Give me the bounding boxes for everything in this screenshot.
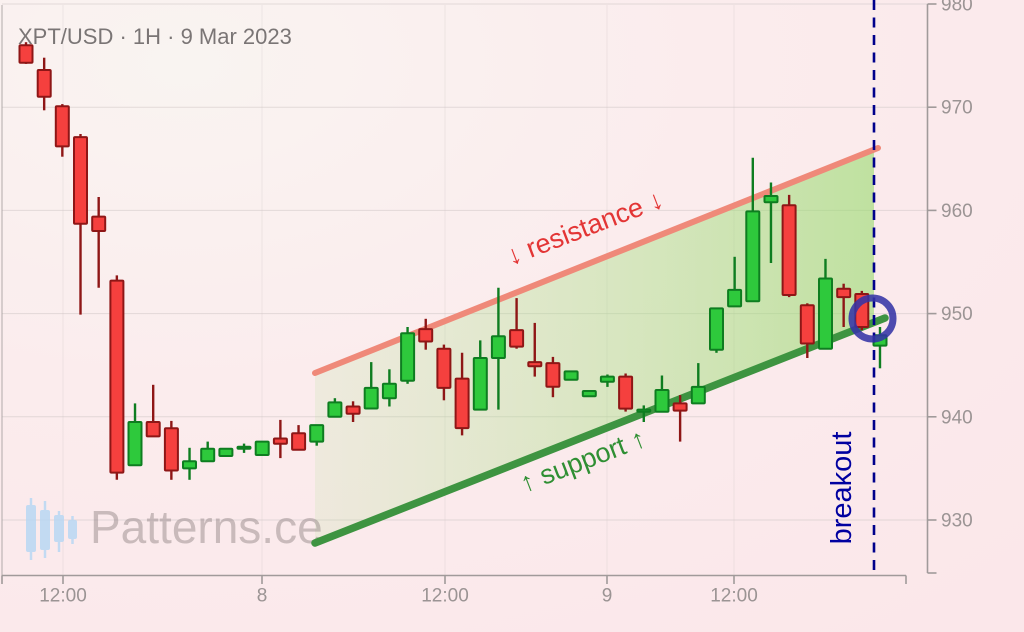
candle-up	[654, 375, 670, 413]
candle-up	[127, 403, 143, 467]
y-axis-label: 930	[941, 511, 973, 532]
y-axis-label: 960	[941, 201, 973, 222]
chart-title: XPT/USD · 1H · 9 Mar 2023	[18, 24, 292, 49]
candle-up	[182, 447, 197, 480]
x-axis-label: 12:00	[710, 586, 758, 607]
candle-up	[218, 447, 234, 457]
candle-down	[509, 298, 525, 349]
candle-up	[363, 362, 379, 410]
breakout-label: breakout	[826, 432, 858, 545]
candle-down	[799, 303, 815, 358]
axes	[1, 3, 937, 584]
candle-up	[236, 443, 252, 453]
watermark: Patterns.ce	[26, 498, 323, 560]
axis-labels: 980 970 960 950 940 930 12:00 8 12:00 9 12:00	[39, 0, 972, 607]
x-axis-label: 9	[602, 586, 613, 607]
candle-down	[418, 318, 434, 350]
y-axis-label: 950	[941, 304, 973, 325]
candle-down	[73, 134, 88, 315]
candle-down	[163, 420, 179, 480]
candle-down	[145, 384, 161, 438]
candle-up	[254, 440, 270, 457]
candle-up	[636, 405, 652, 422]
candle-down	[291, 425, 307, 451]
x-axis-label: 12:00	[421, 586, 469, 607]
candle-down	[672, 395, 688, 442]
candle-down	[545, 356, 561, 398]
candle-up	[709, 307, 724, 353]
candle-down	[18, 42, 34, 64]
candle-up	[472, 340, 488, 411]
candle-up	[327, 398, 343, 418]
breakout-circle	[848, 294, 897, 343]
watermark-text: Patterns.ce	[90, 501, 323, 553]
candle-down	[436, 344, 452, 401]
candle-up	[690, 363, 706, 405]
candle-up	[727, 256, 743, 308]
axis-ticks	[1, 3, 937, 584]
candle-down	[36, 57, 52, 111]
candle-down	[836, 283, 852, 327]
candle-up	[745, 157, 761, 303]
y-axis-label: 970	[941, 98, 973, 119]
candle-up	[200, 441, 216, 463]
candle-down	[781, 194, 797, 298]
candle-down	[345, 401, 361, 422]
candle-down	[54, 104, 70, 157]
candle-down	[91, 197, 107, 288]
candle-up	[563, 370, 579, 381]
candle-up	[400, 327, 416, 384]
channel-fill	[315, 149, 874, 543]
candle-down	[454, 352, 470, 436]
candle-up	[581, 390, 597, 398]
candle-up	[490, 287, 506, 410]
support-trendline	[311, 314, 889, 547]
candle-down	[109, 275, 125, 480]
x-axis-label: 12:00	[39, 586, 87, 607]
candle-up	[381, 369, 397, 407]
candle-down	[527, 322, 543, 377]
candle-down	[272, 419, 288, 459]
candle-up	[309, 424, 325, 446]
candle-up	[599, 374, 615, 387]
y-axis-label: 980	[941, 0, 973, 16]
candle-down	[618, 373, 634, 412]
candle-up	[818, 258, 833, 350]
x-axis-label: 8	[257, 586, 268, 607]
y-axis-label: 940	[941, 407, 973, 428]
candle-up	[763, 182, 779, 263]
watermark-candles-icon	[26, 498, 77, 560]
